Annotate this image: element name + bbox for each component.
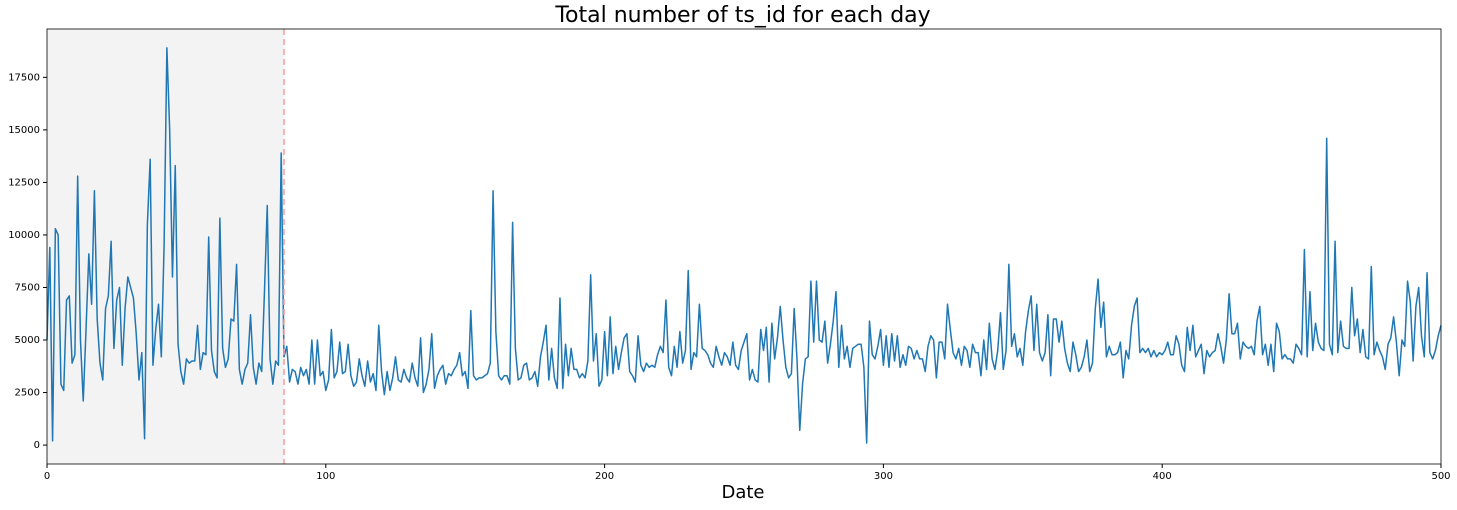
x-tick-label: 400 bbox=[1153, 471, 1172, 482]
chart-title: Total number of ts_id for each day bbox=[554, 3, 930, 28]
y-tick-label: 12500 bbox=[8, 177, 40, 188]
axes-frame bbox=[46, 28, 1442, 465]
y-tick-label: 5000 bbox=[15, 335, 40, 346]
x-axis-label: Date bbox=[721, 482, 764, 503]
x-tick-label: 200 bbox=[595, 471, 614, 482]
data-line bbox=[46, 47, 1442, 444]
y-tick-label: 17500 bbox=[8, 72, 40, 83]
y-tick-label: 2500 bbox=[15, 388, 40, 399]
y-tick-label: 7500 bbox=[15, 282, 40, 293]
x-tick-label: 300 bbox=[874, 471, 893, 482]
y-tick-label: 15000 bbox=[8, 125, 40, 136]
y-tick-label: 10000 bbox=[8, 230, 40, 241]
x-tick-label: 500 bbox=[1431, 471, 1450, 482]
x-tick-label: 100 bbox=[316, 471, 335, 482]
y-tick-label: 0 bbox=[34, 440, 40, 451]
x-tick-label: 0 bbox=[44, 471, 50, 482]
